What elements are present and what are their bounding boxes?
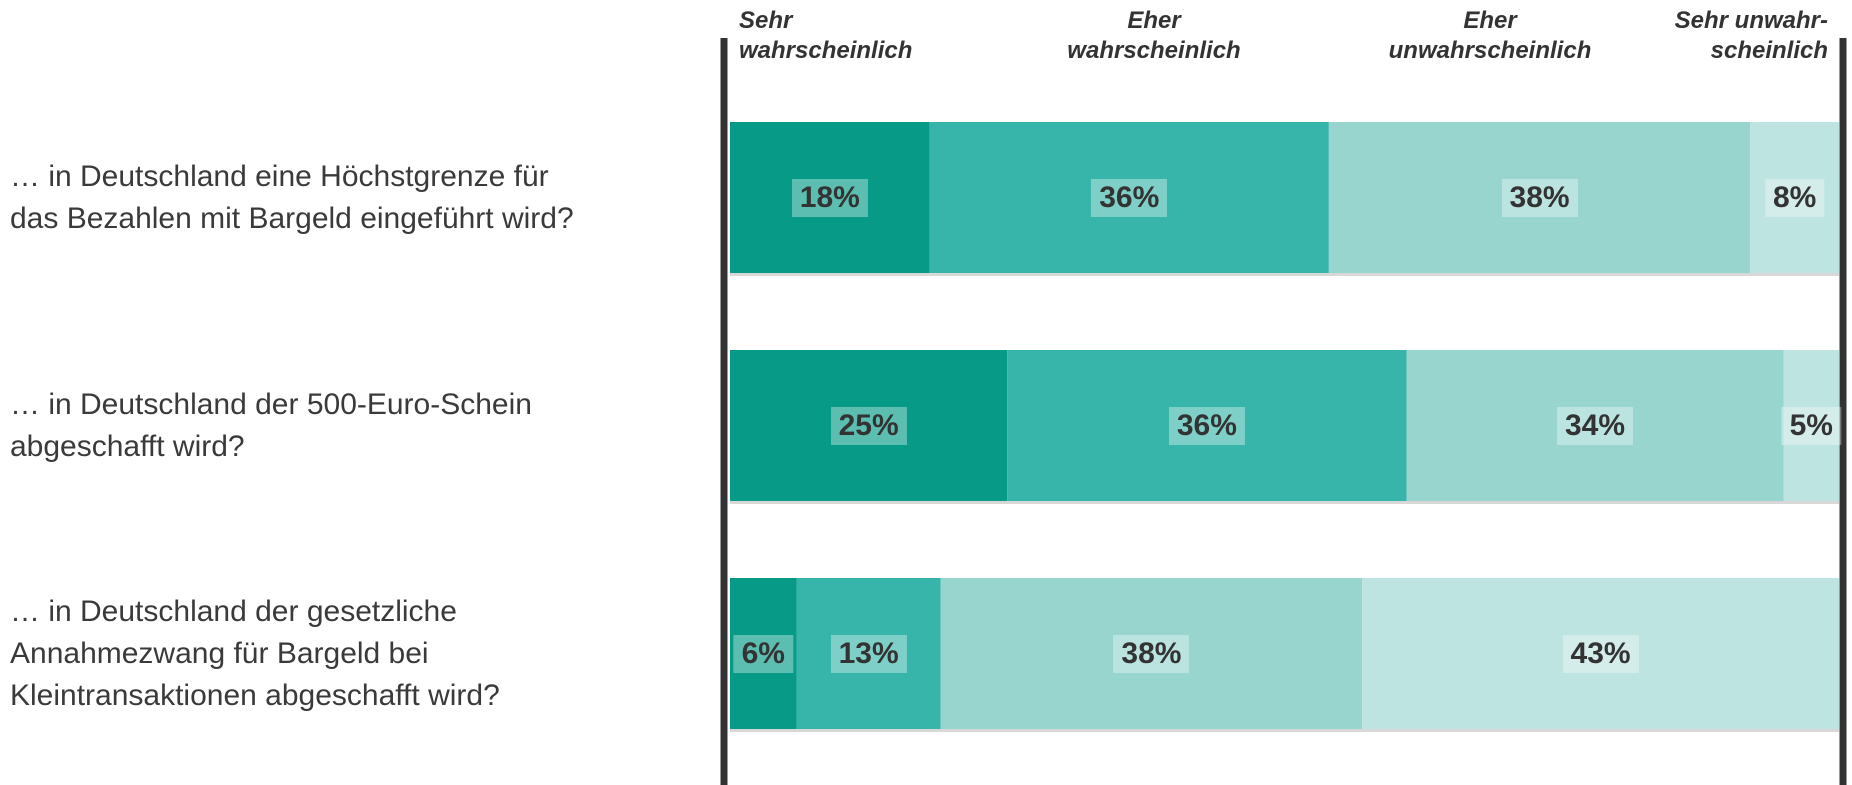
bar-segment bbox=[1406, 350, 1784, 501]
value-label: 5% bbox=[1781, 406, 1841, 445]
value-label: 36% bbox=[1091, 178, 1168, 217]
bar-segment bbox=[730, 122, 930, 273]
value-label: 38% bbox=[1113, 634, 1190, 673]
value-label: 34% bbox=[1556, 406, 1634, 445]
value-label: 25% bbox=[830, 406, 907, 445]
legend-label: Sehr wahrscheinlich bbox=[739, 7, 913, 64]
value-label: 36% bbox=[1168, 406, 1245, 445]
bar-segment bbox=[929, 122, 1329, 273]
bar-segment bbox=[1783, 350, 1839, 501]
bar-shadow bbox=[730, 273, 1839, 276]
bar-segment bbox=[1750, 122, 1839, 273]
category-label: … in Deutschland der gesetzliche Annahme… bbox=[10, 594, 500, 712]
value-label: 38% bbox=[1501, 178, 1578, 217]
bar-segment bbox=[796, 578, 941, 729]
bar-shadow bbox=[730, 729, 1839, 732]
value-label: 6% bbox=[733, 634, 793, 673]
bar-segment bbox=[940, 578, 1363, 729]
value-label: 18% bbox=[791, 178, 868, 217]
value-label: 8% bbox=[1764, 178, 1825, 217]
bar-segment bbox=[1328, 122, 1751, 273]
bar-segment bbox=[1007, 350, 1407, 501]
value-label: 13% bbox=[830, 634, 907, 673]
bar-segment bbox=[730, 578, 797, 729]
category-label: … in Deutschland eine Höchstgrenze für d… bbox=[10, 159, 574, 235]
value-label: 43% bbox=[1562, 634, 1639, 673]
bar-segment bbox=[1362, 578, 1839, 729]
category-label: … in Deutschland der 500-Euro-Schein abg… bbox=[10, 387, 532, 463]
legend-label: Sehr unwahr- scheinlich bbox=[1674, 7, 1828, 64]
legend-label: Eher unwahrscheinlich bbox=[1388, 7, 1592, 64]
bar-segment bbox=[730, 350, 1008, 501]
legend-label: Eher wahrscheinlich bbox=[1067, 7, 1241, 64]
bar-shadow bbox=[730, 501, 1839, 504]
